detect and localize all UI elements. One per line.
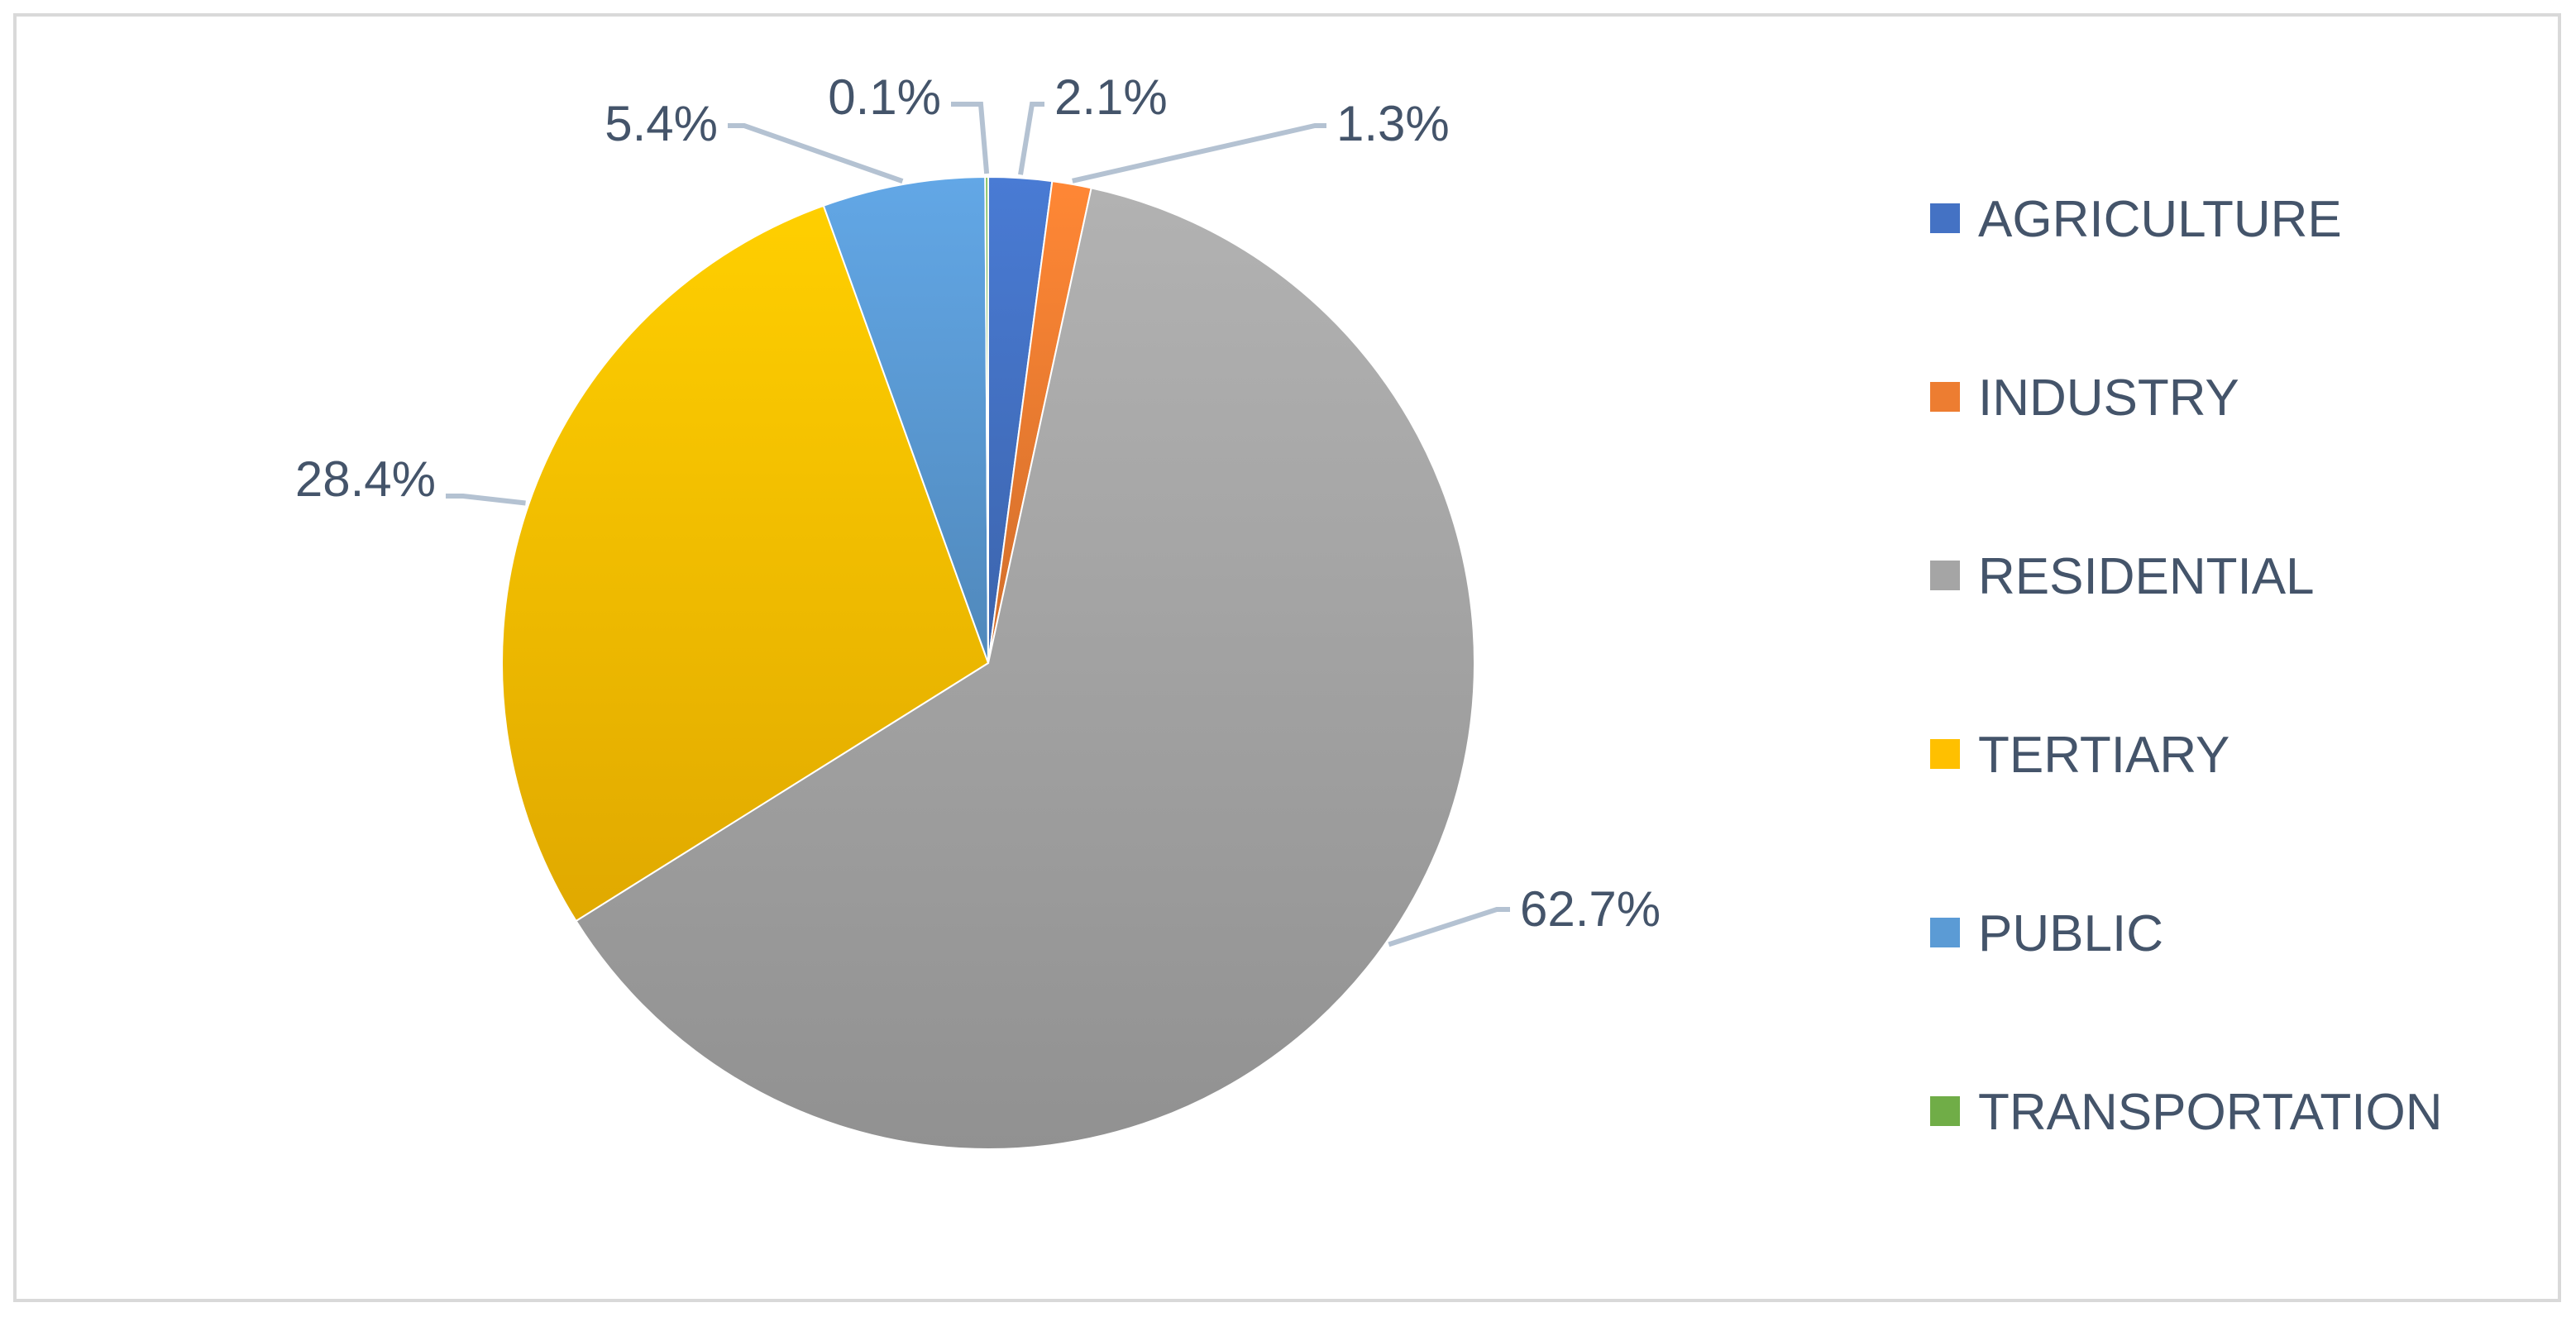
legend-swatch-transportation xyxy=(1930,1096,1960,1126)
legend-item-residential: RESIDENTIAL xyxy=(1930,548,2315,605)
leader-line-public xyxy=(728,123,904,184)
legend-item-transportation: TRANSPORTATION xyxy=(1930,1084,2442,1141)
pie-slice-public[interactable] xyxy=(822,176,989,664)
leader-line-transportation xyxy=(951,102,990,174)
legend-swatch-agriculture xyxy=(1930,203,1960,233)
pie-slice-tertiary[interactable] xyxy=(501,204,990,923)
legend-label-agriculture: AGRICULTURE xyxy=(1978,191,2342,248)
leader-line-residential xyxy=(1388,907,1510,947)
data-label-tertiary: 28.4% xyxy=(295,451,436,507)
legend-swatch-residential xyxy=(1930,561,1960,590)
legend: AGRICULTURE INDUSTRY RESIDENTIAL TERTIARY PU… xyxy=(1930,191,2442,1141)
data-labels: 2.1% 1.3% 62.7% 28.4% 5.4% 0.1% xyxy=(295,69,1661,937)
data-label-public: 5.4% xyxy=(605,96,718,151)
pie-slices xyxy=(501,175,1475,1150)
legend-label-industry: INDUSTRY xyxy=(1978,370,2239,427)
legend-swatch-tertiary xyxy=(1930,739,1960,769)
leader-line-agriculture xyxy=(1018,102,1044,175)
leader-line-tertiary xyxy=(446,494,526,506)
data-label-residential: 62.7% xyxy=(1520,881,1661,937)
legend-item-agriculture: AGRICULTURE xyxy=(1930,191,2342,248)
leader-line-industry xyxy=(1072,123,1326,184)
leader-lines xyxy=(446,102,1510,947)
legend-swatch-industry xyxy=(1930,382,1960,412)
pie-slice-residential[interactable] xyxy=(575,187,1475,1150)
legend-label-residential: RESIDENTIAL xyxy=(1978,548,2315,605)
pie-slice-transportation[interactable] xyxy=(984,175,989,664)
pie-chart: 2.1% 1.3% 62.7% 28.4% 5.4% 0.1% AGRICULTURE IN… xyxy=(295,69,2442,1150)
legend-item-public: PUBLIC xyxy=(1930,905,2163,962)
data-label-agriculture: 2.1% xyxy=(1054,69,1168,125)
legend-swatch-public xyxy=(1930,918,1960,947)
legend-item-tertiary: TERTIARY xyxy=(1930,727,2230,784)
legend-item-industry: INDUSTRY xyxy=(1930,370,2239,427)
legend-label-tertiary: TERTIARY xyxy=(1978,727,2230,784)
data-label-industry: 1.3% xyxy=(1336,96,1450,151)
legend-label-transportation: TRANSPORTATION xyxy=(1978,1084,2442,1141)
legend-label-public: PUBLIC xyxy=(1978,905,2163,962)
data-label-transportation: 0.1% xyxy=(828,69,941,125)
chart-frame: 2.1% 1.3% 62.7% 28.4% 5.4% 0.1% AGRICULTURE IN… xyxy=(13,13,2561,1302)
